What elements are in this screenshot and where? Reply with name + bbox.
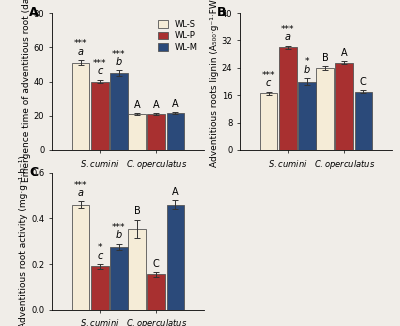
Bar [166, 205, 184, 310]
Bar [72, 63, 90, 150]
Y-axis label: Emergence time of adventitious root (day⁻¹): Emergence time of adventitious root (day… [22, 0, 31, 182]
Bar [72, 205, 90, 310]
Text: b: b [116, 230, 122, 240]
Text: B: B [134, 206, 140, 216]
Text: b: b [304, 65, 310, 75]
Y-axis label: Adventitious roots lignin (A₅₀₀·g⁻¹·FW): Adventitious roots lignin (A₅₀₀·g⁻¹·FW) [210, 0, 219, 167]
Text: B: B [217, 6, 227, 19]
Bar [148, 114, 165, 150]
Text: A: A [341, 48, 348, 57]
Text: A: A [172, 187, 179, 197]
Text: ***: *** [112, 223, 126, 232]
Bar [148, 274, 165, 310]
Bar [128, 114, 146, 150]
Text: ***: *** [262, 71, 276, 80]
Text: C: C [360, 77, 367, 87]
Text: ***: *** [112, 50, 126, 59]
Bar [128, 229, 146, 310]
Bar [279, 47, 296, 150]
Bar [316, 68, 334, 150]
Bar [166, 113, 184, 150]
Bar [336, 63, 353, 150]
Bar [298, 82, 316, 150]
Text: ***: *** [281, 25, 294, 34]
Text: A: A [29, 6, 39, 19]
Bar [110, 73, 128, 150]
Text: C: C [29, 166, 38, 179]
Y-axis label: Adventitious root activity (mg·g⁻¹·h⁻¹): Adventitious root activity (mg·g⁻¹·h⁻¹) [19, 155, 28, 326]
Legend: WL-S, WL-P, WL-M: WL-S, WL-P, WL-M [155, 17, 200, 54]
Text: ***: *** [74, 181, 88, 190]
Text: c: c [97, 251, 102, 261]
Text: *: * [98, 244, 102, 252]
Text: ***: *** [93, 59, 106, 68]
Text: b: b [116, 57, 122, 67]
Text: *: * [305, 57, 309, 67]
Text: A: A [172, 99, 179, 109]
Text: a: a [78, 47, 84, 57]
Text: ***: *** [74, 39, 88, 49]
Text: a: a [78, 188, 84, 198]
Text: A: A [153, 100, 160, 110]
Text: c: c [97, 67, 102, 76]
Bar [110, 247, 128, 310]
Text: a: a [285, 32, 291, 42]
Bar [354, 92, 372, 150]
Text: B: B [322, 53, 328, 63]
Bar [91, 82, 108, 150]
Bar [91, 266, 108, 310]
Text: A: A [134, 100, 140, 110]
Text: C: C [153, 259, 160, 269]
Text: c: c [266, 78, 271, 88]
Bar [260, 94, 278, 150]
